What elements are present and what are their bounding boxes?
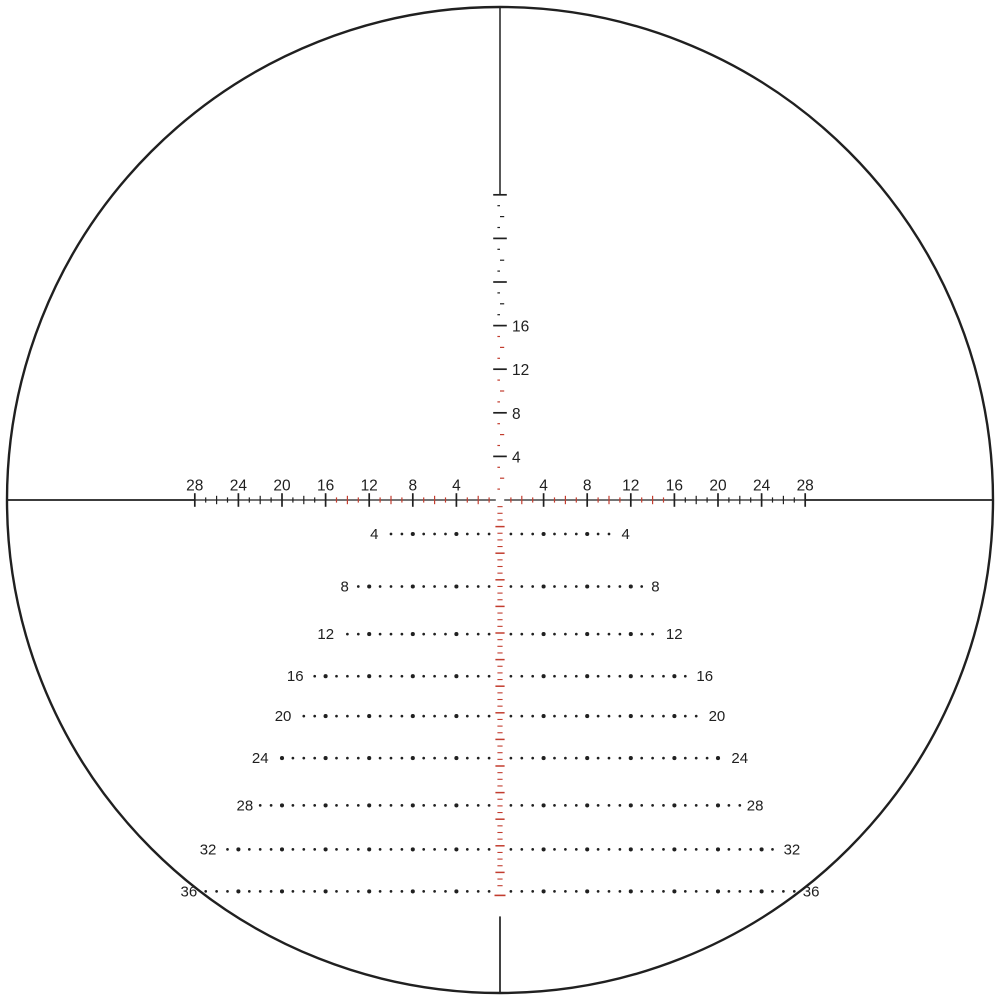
svg-text:32: 32 xyxy=(784,841,801,858)
svg-text:12: 12 xyxy=(512,362,529,379)
svg-text:16: 16 xyxy=(512,319,529,336)
svg-text:16: 16 xyxy=(317,478,334,495)
svg-text:4: 4 xyxy=(539,478,548,495)
svg-text:20: 20 xyxy=(709,708,726,725)
svg-text:24: 24 xyxy=(731,750,748,767)
svg-text:8: 8 xyxy=(340,579,348,596)
svg-text:12: 12 xyxy=(361,478,378,495)
svg-text:24: 24 xyxy=(230,478,248,495)
svg-text:4: 4 xyxy=(512,449,521,466)
svg-text:8: 8 xyxy=(512,406,521,423)
svg-text:28: 28 xyxy=(797,478,814,495)
svg-text:28: 28 xyxy=(186,478,203,495)
svg-text:36: 36 xyxy=(803,883,820,900)
svg-text:36: 36 xyxy=(181,883,198,900)
svg-text:16: 16 xyxy=(696,668,713,685)
svg-text:16: 16 xyxy=(287,668,304,685)
svg-text:32: 32 xyxy=(200,841,217,858)
svg-text:8: 8 xyxy=(408,478,417,495)
svg-text:12: 12 xyxy=(317,626,334,643)
svg-text:24: 24 xyxy=(252,750,269,767)
svg-text:20: 20 xyxy=(273,478,291,495)
svg-text:4: 4 xyxy=(622,526,630,543)
svg-text:4: 4 xyxy=(452,478,461,495)
svg-text:8: 8 xyxy=(651,579,659,596)
svg-text:28: 28 xyxy=(747,797,764,814)
svg-text:4: 4 xyxy=(370,526,378,543)
svg-text:16: 16 xyxy=(666,478,683,495)
svg-text:24: 24 xyxy=(753,478,771,495)
svg-text:12: 12 xyxy=(622,478,639,495)
svg-text:20: 20 xyxy=(709,478,727,495)
svg-text:28: 28 xyxy=(237,797,254,814)
svg-text:12: 12 xyxy=(666,626,683,643)
svg-text:20: 20 xyxy=(275,708,292,725)
svg-text:8: 8 xyxy=(583,478,592,495)
